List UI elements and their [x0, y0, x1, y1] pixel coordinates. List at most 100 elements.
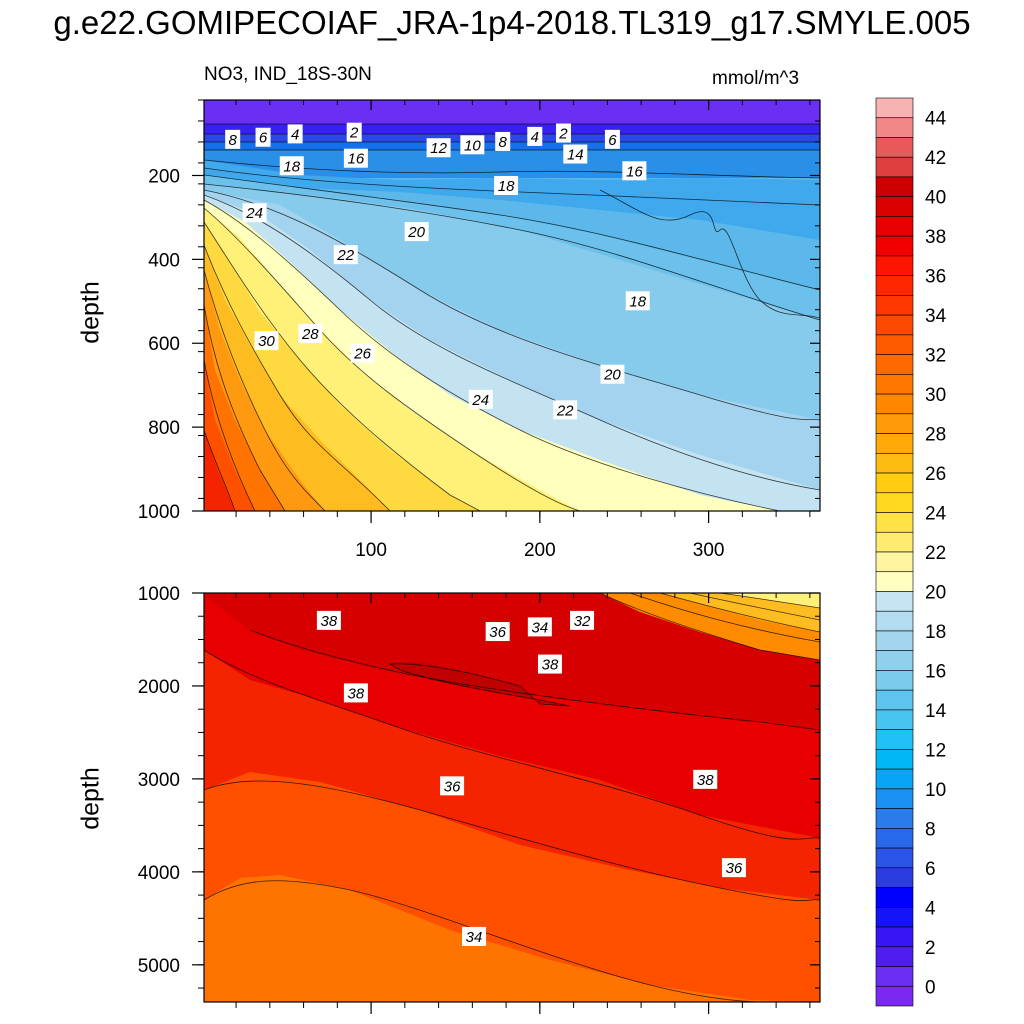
lower-contour-label: 34 — [462, 926, 487, 946]
lower-panel-fill — [204, 593, 820, 1002]
lower-y-tick-label: 1000 — [138, 584, 180, 605]
lower-contour-label: 36 — [485, 622, 510, 642]
colorbar-swatch — [875, 255, 914, 276]
upper-contour-label: 14 — [563, 144, 588, 164]
colorbar-swatch — [875, 610, 914, 632]
colorbar-tick-label: 0 — [925, 977, 936, 998]
svg-text:36: 36 — [444, 778, 461, 795]
colorbar-tick-label: 40 — [925, 188, 946, 209]
colorbar-swatch — [875, 768, 914, 790]
upper-contour-label: 4 — [287, 124, 303, 144]
lower-y-tick-label: 4000 — [138, 863, 180, 884]
colorbar-swatch — [875, 531, 914, 553]
svg-text:14: 14 — [567, 147, 584, 164]
svg-text:16: 16 — [626, 163, 643, 180]
colorbar-tick-label: 34 — [925, 306, 947, 327]
colorbar-swatch — [875, 630, 914, 651]
colorbar-tick-label: 2 — [925, 938, 936, 959]
upper-contour-label: 28 — [298, 324, 323, 344]
svg-text:22: 22 — [336, 247, 354, 264]
lower-contour-label: 38 — [537, 654, 562, 674]
colorbar-swatch — [875, 828, 914, 849]
svg-text:36: 36 — [489, 624, 506, 641]
svg-text:2: 2 — [558, 126, 568, 143]
colorbar-swatch — [875, 907, 914, 928]
lower-contour-label: 36 — [721, 858, 746, 878]
colorbar-swatch — [875, 887, 914, 908]
svg-text:20: 20 — [407, 224, 425, 241]
colorbar-swatch — [875, 492, 914, 513]
svg-text:4: 4 — [291, 126, 299, 143]
colorbar-swatch — [875, 551, 914, 573]
upper-contour-label: 8 — [225, 129, 241, 149]
colorbar-swatch — [875, 275, 914, 296]
colorbar-swatch — [875, 413, 914, 434]
colorbar-swatch — [875, 334, 914, 355]
upper-contour-label: 24 — [242, 203, 267, 223]
upper-y-tick-label: 400 — [148, 250, 180, 271]
upper-plot-frame — [203, 99, 821, 512]
colorbar-swatch — [875, 749, 914, 770]
colorbar-swatch — [875, 670, 914, 691]
colorbar-swatch — [875, 314, 914, 336]
colorbar-swatch — [875, 650, 914, 671]
lower-y-tick-label: 2000 — [138, 677, 180, 698]
lower-contour-label: 32 — [570, 610, 595, 630]
upper-x-tick-label: 100 — [355, 540, 387, 561]
colorbar-tick-label: 32 — [925, 346, 946, 367]
colorbar-swatch — [875, 512, 914, 533]
upper-contour-label: 24 — [468, 389, 493, 409]
upper-y-tick-label: 1000 — [138, 502, 180, 523]
svg-text:6: 6 — [259, 130, 268, 147]
upper-contour-label: 26 — [350, 343, 375, 363]
lower-contour-label: 34 — [527, 617, 552, 637]
svg-text:36: 36 — [726, 860, 743, 877]
svg-text:2: 2 — [349, 125, 359, 142]
svg-text:18: 18 — [283, 158, 300, 175]
svg-text:18: 18 — [629, 293, 646, 310]
lower-contour-label: 38 — [693, 769, 718, 789]
colorbar-swatch — [875, 453, 914, 474]
lower-contour-label: 36 — [440, 776, 465, 796]
upper-x-tick-label: 300 — [693, 540, 725, 561]
svg-text:28: 28 — [301, 326, 319, 343]
colorbar-tick-label: 30 — [925, 385, 946, 406]
lower-contour-label: 38 — [316, 610, 341, 630]
units-subtitle: mmol/m^3 — [712, 68, 800, 89]
colorbar-tick-label: 28 — [925, 425, 946, 446]
upper-contour-label: 20 — [600, 364, 625, 384]
upper-contour-label: 2 — [346, 122, 362, 142]
colorbar-swatch — [875, 689, 914, 711]
colorbar-swatch — [875, 709, 914, 730]
colorbar-tick-label: 18 — [925, 622, 946, 643]
colorbar-swatch — [875, 867, 914, 888]
svg-text:20: 20 — [603, 367, 621, 384]
colorbar-swatch — [875, 196, 914, 217]
colorbar-swatch — [875, 433, 914, 454]
upper-contour-label: 10 — [460, 135, 485, 155]
colorbar-tick-label: 12 — [925, 740, 946, 761]
chart-title: g.e22.GOMIPECOIAF_JRA-1p4-2018.TL319_g17… — [53, 4, 971, 41]
colorbar-swatch — [875, 374, 914, 395]
upper-contour-label: 2 — [555, 123, 571, 143]
colorbar-swatch — [875, 156, 914, 178]
upper-contour-label: 4 — [527, 126, 543, 146]
svg-text:16: 16 — [348, 151, 365, 168]
svg-text:22: 22 — [556, 402, 574, 419]
svg-text:24: 24 — [245, 205, 263, 222]
svg-text:12: 12 — [430, 140, 447, 157]
colorbar-swatch — [875, 295, 914, 316]
upper-y-tick-label: 800 — [148, 418, 180, 439]
svg-text:24: 24 — [471, 392, 489, 409]
colorbar-swatch — [875, 985, 914, 1007]
upper-y-tick-label: 600 — [148, 334, 180, 355]
colorbar-tick-label: 14 — [925, 701, 947, 722]
svg-text:34: 34 — [532, 619, 549, 636]
upper-contour-label: 8 — [495, 131, 511, 151]
colorbar-swatch — [875, 847, 914, 869]
upper-y-tick-label: 200 — [148, 166, 180, 187]
colorbar-tick-label: 42 — [925, 148, 946, 169]
colorbar-tick-label: 36 — [925, 267, 946, 288]
upper-contour-label: 22 — [333, 245, 358, 265]
